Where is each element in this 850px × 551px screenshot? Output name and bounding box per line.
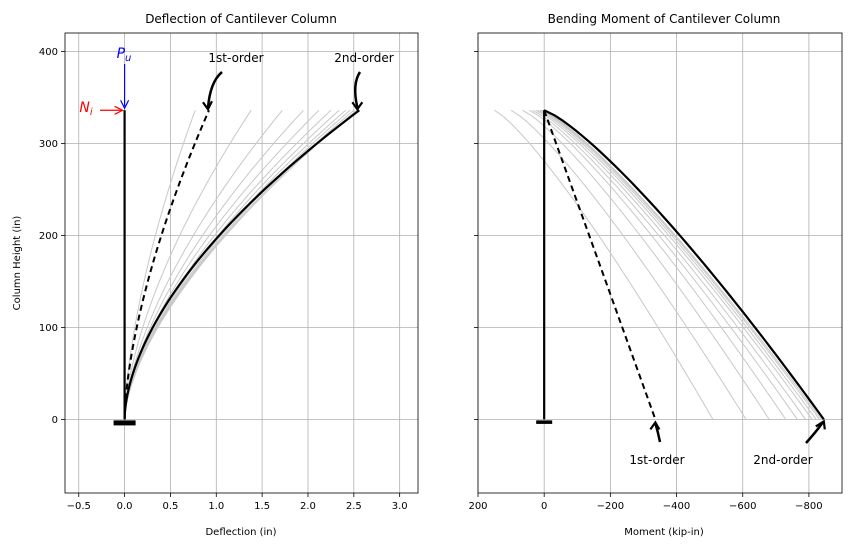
deflection-xtick-label: 0.0 — [117, 501, 133, 512]
deflection-xtick-label: 2.0 — [300, 501, 316, 512]
deflection-first-order-curve — [123, 109, 210, 420]
pu-label-main: P — [117, 46, 126, 62]
deflection-fixed-support — [113, 420, 136, 426]
moment-iteration-curve — [541, 109, 820, 420]
moment-xtick-label: −800 — [795, 501, 822, 512]
deflection-xtick-label: −0.5 — [67, 501, 91, 512]
deflection-title: Deflection of Cantilever Column — [145, 12, 337, 26]
moment-first-order-curve — [543, 109, 657, 420]
deflection-second-order-arrowhead — [351, 101, 364, 112]
deflection-xtick-label: 2.5 — [346, 501, 362, 512]
deflection-first-order-arrowhead — [202, 100, 213, 112]
moment-panel: Bending Moment of Cantilever Column 1st-… — [468, 12, 843, 538]
ni-label: Ni — [79, 100, 92, 118]
deflection-axes-frame — [64, 32, 419, 494]
moment-iteration-curve — [535, 109, 807, 420]
deflection-main-curves — [113, 109, 360, 426]
moment-xtick-label: −400 — [663, 501, 690, 512]
deflection-iteration-curve — [124, 109, 355, 420]
moment-xtick-label: 0 — [541, 501, 547, 512]
deflection-second-order-curve — [123, 109, 360, 420]
moment-iteration-curve — [532, 109, 798, 420]
deflection-iteration-curve — [124, 109, 304, 420]
moment-ticks: 200 0 −200 −400 −600 −800 — [468, 51, 823, 512]
moment-x-label: Moment (kip-in) — [624, 527, 704, 538]
deflection-x-label: Deflection (in) — [205, 527, 276, 538]
moment-iteration-curve — [494, 109, 714, 420]
deflection-first-order-label: 1st-order — [208, 51, 263, 65]
ni-arrow-head — [114, 105, 124, 115]
pu-label: Pu — [117, 46, 132, 64]
deflection-ytick-label: 100 — [39, 323, 58, 334]
deflection-panel: Deflection of Cantilever Column 1st-orde… — [12, 12, 419, 538]
ni-label-main: N — [79, 100, 90, 116]
deflection-xtick-label: 3.0 — [392, 501, 408, 512]
deflection-first-order-arrow — [206, 71, 223, 109]
deflection-second-order-label: 2nd-order — [334, 51, 393, 65]
deflection-ticks: −0.5 0.0 0.5 1.0 1.5 2.0 2.5 3.0 0 100 200 300 400 — [39, 47, 408, 512]
deflection-iteration-curve — [124, 109, 340, 420]
deflection-ytick-label: 300 — [39, 139, 58, 150]
moment-iteration-curve — [542, 109, 822, 420]
moment-first-order-label: 1st-order — [629, 453, 684, 467]
moment-grid — [477, 33, 842, 493]
moment-fixed-support — [536, 420, 553, 424]
deflection-ytick-label: 0 — [52, 415, 58, 426]
pu-label-sub: u — [125, 53, 131, 64]
deflection-iteration-curve — [124, 109, 283, 420]
deflection-iteration-curve — [124, 110, 252, 420]
deflection-iterations — [124, 109, 357, 420]
moment-iterations — [494, 109, 822, 420]
moment-second-order-curve — [543, 109, 825, 421]
deflection-xtick-label: 1.0 — [208, 501, 224, 512]
moment-annotations: 1st-order 2nd-order — [629, 419, 826, 467]
moment-second-order-label: 2nd-order — [753, 453, 812, 467]
deflection-xtick-label: 1.5 — [254, 501, 270, 512]
moment-iteration-curve — [537, 109, 813, 420]
moment-iteration-curve — [522, 109, 770, 420]
moment-iteration-curve — [510, 109, 747, 420]
ni-label-sub: i — [90, 107, 93, 118]
moment-axes-frame — [477, 32, 843, 494]
moment-second-order-arrowhead — [815, 419, 826, 430]
deflection-xtick-label: 0.5 — [162, 501, 178, 512]
moment-xtick-label: −200 — [597, 501, 624, 512]
deflection-second-order-arrow — [353, 71, 362, 108]
pu-arrow-head — [120, 100, 130, 110]
deflection-iteration-curve — [124, 109, 351, 420]
deflection-ytick-label: 200 — [39, 231, 58, 242]
deflection-ytick-label: 400 — [39, 47, 58, 58]
deflection-annotations: 1st-order 2nd-order Pu Ni — [79, 46, 393, 118]
deflection-iteration-curve — [124, 109, 346, 420]
moment-iteration-curve — [529, 109, 787, 420]
moment-main-curves — [536, 109, 825, 424]
moment-xtick-label: 200 — [468, 501, 487, 512]
deflection-y-label: Column Height (in) — [12, 216, 23, 311]
moment-xtick-label: −600 — [729, 501, 756, 512]
deflection-iteration-curve — [124, 109, 357, 420]
moment-title: Bending Moment of Cantilever Column — [548, 12, 781, 26]
moment-first-order-arrowhead — [649, 420, 661, 431]
moment-iteration-curve — [539, 109, 817, 420]
